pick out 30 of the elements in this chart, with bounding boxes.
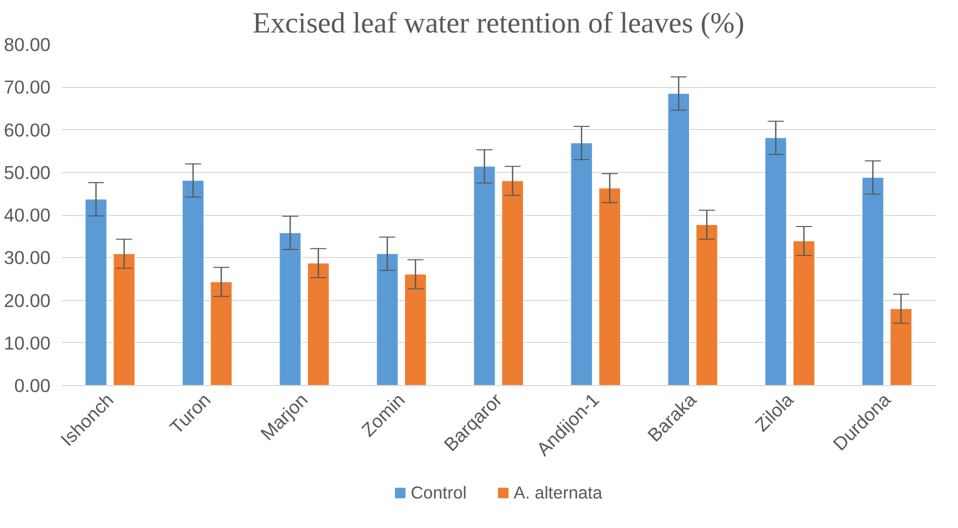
bar xyxy=(404,274,426,386)
bar xyxy=(862,177,884,386)
bar xyxy=(113,254,136,386)
bar xyxy=(570,142,592,386)
bar xyxy=(792,240,815,386)
y-tick-label: 50.00 xyxy=(4,162,50,183)
y-tick-label: 60.00 xyxy=(4,119,50,140)
legend-label: A. alternata xyxy=(514,482,602,503)
y-tick-label: 20.00 xyxy=(4,290,50,311)
bar xyxy=(890,308,912,386)
bar xyxy=(210,282,232,386)
bar xyxy=(473,166,496,386)
bar xyxy=(668,93,690,386)
bar xyxy=(764,138,787,386)
y-tick-label: 0.00 xyxy=(14,375,50,396)
y-tick-label: 10.00 xyxy=(4,332,50,354)
bar xyxy=(598,188,621,386)
bar xyxy=(182,180,204,386)
bar xyxy=(85,198,107,386)
bar xyxy=(696,224,718,386)
chart-title: Excised leaf water retention of leaves (%) xyxy=(252,8,744,40)
bar xyxy=(279,232,302,386)
y-tick-label: 80.00 xyxy=(4,34,50,55)
y-tick-label: 30.00 xyxy=(4,247,50,268)
y-tick-label: 40.00 xyxy=(4,204,50,226)
bar xyxy=(376,254,398,386)
bar xyxy=(502,180,524,386)
legend-label: Control xyxy=(410,482,467,503)
bar xyxy=(307,262,330,386)
y-tick-label: 70.00 xyxy=(4,76,50,98)
